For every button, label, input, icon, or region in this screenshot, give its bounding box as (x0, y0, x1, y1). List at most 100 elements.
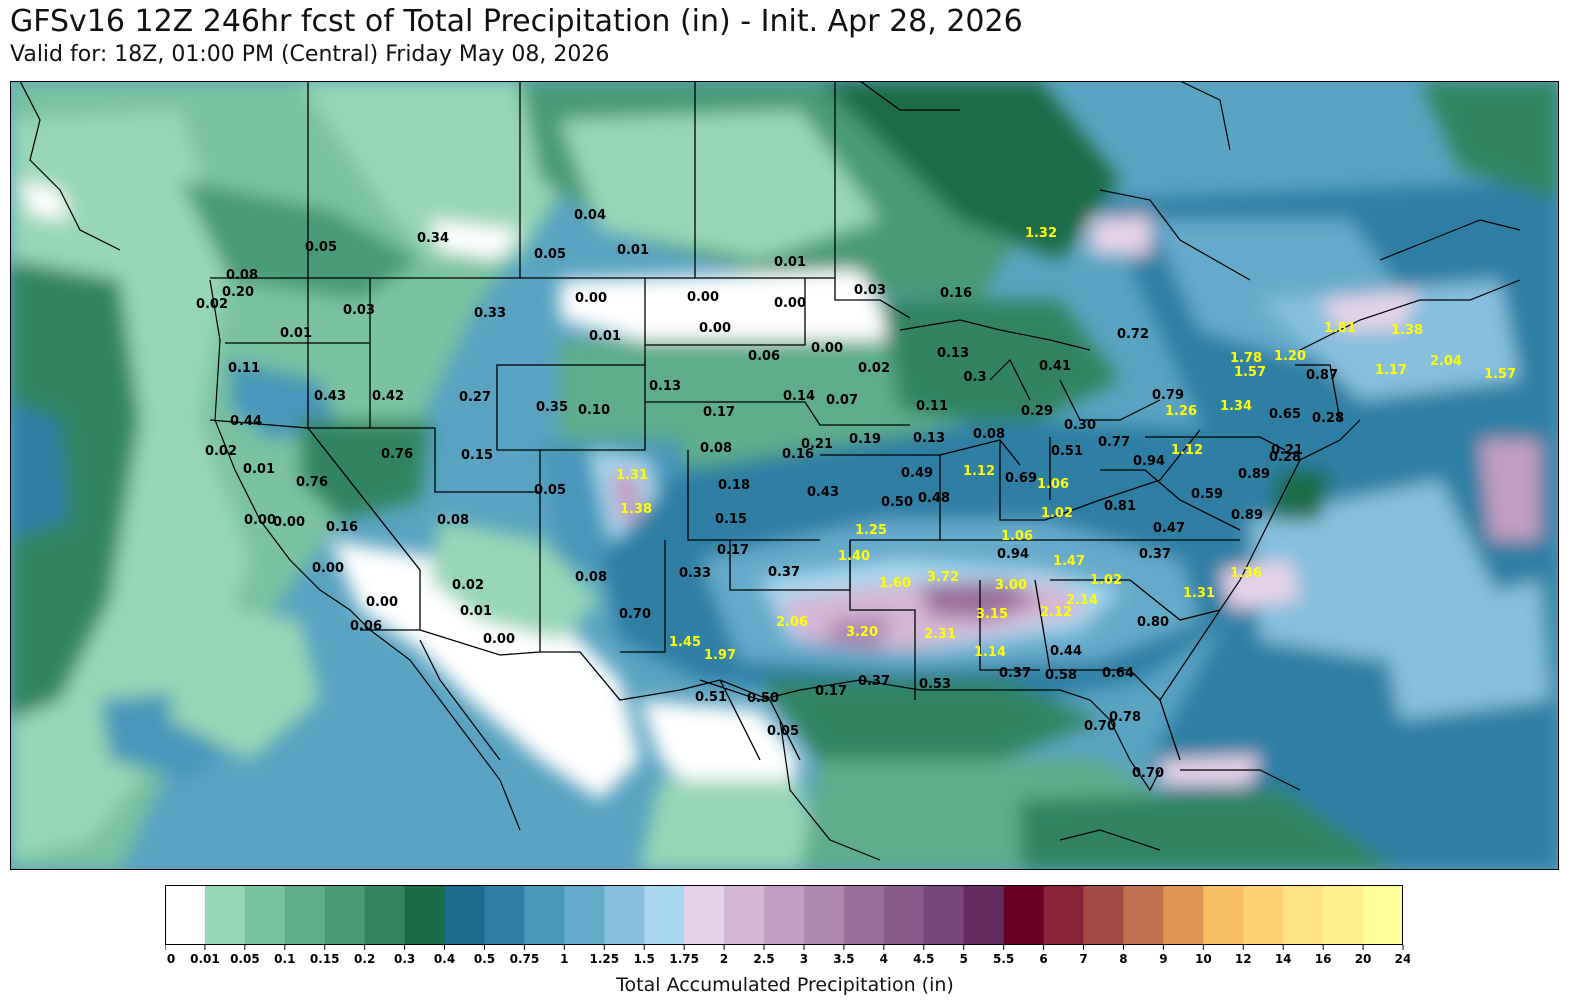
map-value-label: 0.01 (243, 462, 275, 477)
colorbar-swatch (1123, 885, 1164, 945)
map-value-label: 2.31 (924, 627, 956, 642)
map-value-label: 0.13 (937, 346, 969, 361)
map-value-label: 0.00 (699, 321, 731, 336)
map-value-label: 0.28 (1312, 411, 1344, 426)
map-value-label: 0.16 (940, 286, 972, 301)
colorbar-tick-label: 16 (1315, 952, 1332, 966)
map-value-label: 0.00 (366, 595, 398, 610)
map-value-label: 0.02 (196, 297, 228, 312)
map-value-label: 0.17 (815, 684, 847, 699)
map-value-label: 0.70 (619, 607, 651, 622)
map-value-label: 1.25 (855, 523, 887, 538)
colorbar-tick-label: 0 (167, 952, 175, 966)
map-value-label: 0.08 (575, 570, 607, 585)
colorbar-tick-label: 0.3 (394, 952, 415, 966)
colorbar-label: Total Accumulated Precipitation (in) (616, 974, 954, 996)
map-value-label: 0.72 (1117, 327, 1149, 342)
map-value-label: 0.28 (1269, 450, 1301, 465)
colorbar-tick-label: 3 (800, 952, 808, 966)
colorbar: 0 0.01 0.05 0.1 0.15 0.2 0.3 0.4 0.5 0.75 1 1.25 1.5… (165, 885, 1410, 966)
map-value-label: 0.44 (230, 414, 262, 429)
map-value-label: 0.05 (767, 724, 799, 739)
map-value-label: 0.11 (228, 361, 260, 376)
map-value-label: 0.17 (703, 405, 735, 420)
colorbar-tick-label: 5.5 (993, 952, 1014, 966)
colorbar-tick-label: 2.5 (753, 952, 774, 966)
colorbar-tick-label: 0.05 (230, 952, 260, 966)
map-value-label: 0.43 (314, 389, 346, 404)
map-value-label: 0.51 (695, 690, 727, 705)
map-value-label: 0.37 (1139, 547, 1171, 562)
colorbar-swatch (1323, 885, 1364, 945)
map-value-label: 0.70 (1132, 766, 1164, 781)
colorbar-swatch (883, 885, 925, 945)
map-value-label: 0.89 (1231, 508, 1263, 523)
map-value-label: 0.16 (326, 520, 358, 535)
map-value-label: 0.3 (963, 370, 986, 385)
map-value-label: 0.33 (679, 566, 711, 581)
colorbar-swatch (404, 885, 446, 945)
map-value-label: 0.87 (1306, 368, 1338, 383)
map-value-label: 0.78 (1109, 710, 1141, 725)
map-value-label: 0.21 (1271, 443, 1303, 458)
map-value-label: 0.69 (1005, 471, 1037, 486)
colorbar-tick-label: 20 (1355, 952, 1372, 966)
map-value-label: 0.06 (748, 349, 780, 364)
colorbar-tick-label: 1.75 (669, 952, 699, 966)
map-value-label: 0.30 (1064, 418, 1096, 433)
map-value-label: 0.94 (1133, 454, 1165, 469)
map-value-label: 0.02 (858, 361, 890, 376)
map-value-label: 0.08 (437, 513, 469, 528)
colorbar-tick-label: 10 (1195, 952, 1212, 966)
colorbar-tick-label: 2 (720, 952, 728, 966)
colorbar-swatch (564, 885, 605, 945)
map-value-label: 1.06 (1001, 529, 1033, 544)
colorbar-tick-label: 5 (960, 952, 968, 966)
colorbar-swatch (1003, 885, 1045, 945)
precip-field (10, 81, 1559, 870)
colorbar-swatch (803, 885, 845, 945)
chart-title: GFSv16 12Z 246hr fcst of Total Precipita… (10, 4, 1023, 39)
map-value-label: 0.21 (801, 437, 833, 452)
map-value-label: 0.34 (417, 231, 449, 246)
colorbar-tick-label: 0.2 (354, 952, 375, 966)
map-value-label: 0.37 (768, 565, 800, 580)
colorbar-swatch (444, 885, 485, 945)
colorbar-swatch (1203, 885, 1244, 945)
boundary-lines (209, 81, 1341, 761)
map-value-label: 0.59 (1191, 487, 1223, 502)
map-value-label: 0.17 (717, 543, 749, 558)
colorbar-tick-label: 0.1 (274, 952, 295, 966)
map-value-label: 1.12 (1171, 443, 1203, 458)
map-value-label: 0.03 (343, 303, 375, 318)
map-value-label: 0.79 (1152, 388, 1184, 403)
map-value-label: 0.37 (999, 666, 1031, 681)
map-value-label: 0.00 (273, 515, 305, 530)
map-value-label: 0.77 (1098, 435, 1130, 450)
map-value-label: 1.06 (1037, 477, 1069, 492)
map-value-label: 0.11 (916, 399, 948, 414)
map-value-label: 0.08 (973, 427, 1005, 442)
map-value-label: 0.43 (807, 485, 839, 500)
map-value-label: 0.48 (918, 491, 950, 506)
coastlines (19, 81, 1521, 861)
colorbar-swatch (484, 885, 525, 945)
colorbar-swatch (1083, 885, 1124, 945)
colorbar-swatch (1043, 885, 1085, 945)
colorbar-ticks: 0 0.01 0.05 0.1 0.15 0.2 0.3 0.4 0.5 0.75 1 1.25 1.5… (165, 945, 1410, 966)
map-value-label: 0.02 (205, 444, 237, 459)
map-value-label: 0.01 (460, 604, 492, 619)
colorbar-tick-label: 3.5 (833, 952, 854, 966)
map-value-label: 0.06 (350, 619, 382, 634)
map-value-label: 1.81 (1324, 321, 1356, 336)
map-value-label: 0.16 (782, 447, 814, 462)
map-value-label: 1.32 (1025, 226, 1057, 241)
map-value-label: 1.60 (879, 576, 911, 591)
map-value-label: 0.50 (881, 495, 913, 510)
colorbar-tick-label: 9 (1159, 952, 1167, 966)
map-value-label: 0.27 (459, 390, 491, 405)
map-value-label: 0.14 (783, 389, 815, 404)
map-value-label: 1.40 (838, 549, 870, 564)
colorbar-tick-label: 24 (1395, 952, 1410, 966)
map-value-label: 1.02 (1090, 573, 1122, 588)
